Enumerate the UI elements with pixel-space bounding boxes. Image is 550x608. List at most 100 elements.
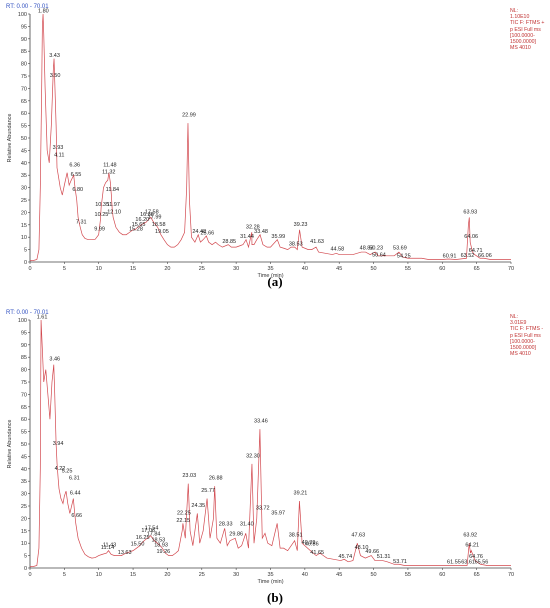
x-tick-label: 70 [508,572,514,578]
peak-label: 63.92 [463,533,477,539]
y-tick-label: 45 [21,148,27,154]
peak-label: 23.03 [182,473,196,479]
peak-label: 24.35 [191,503,205,509]
y-tick-label: 65 [21,405,27,411]
peak-label: 40.86 [305,541,319,547]
peak-label: 50.64 [372,253,386,259]
y-tick-label: 60 [21,417,27,423]
peak-label: 12.10 [107,209,121,215]
x-tick-label: 25 [199,572,205,578]
peak-label: 17.58 [145,209,159,215]
peak-label: 7.31 [76,219,87,225]
y-tick-label: 30 [21,492,27,498]
peak-label: 17.54 [145,525,159,531]
peak-label: 22.25 [177,510,191,516]
peak-label: 13.63 [118,550,132,556]
peak-label: 10.35 [95,202,109,208]
chromatogram-panel-a: RT: 0.00 - 70.01 NL: 1.10E10 TIC F: FTMS… [0,0,550,290]
y-tick-label: 5 [24,554,27,560]
peak-label: 6.44 [70,491,81,497]
peak-label: 11.97 [107,202,120,208]
y-tick-label: 10 [21,541,27,547]
x-tick-label: 60 [439,266,445,272]
rt-range-label: RT: 0.00 - 70.01 [6,4,49,10]
peak-label: 5.25 [62,468,73,474]
x-tick-label: 0 [28,266,31,272]
x-tick-label: 55 [405,266,411,272]
y-axis-label: Relative Abundance [7,420,13,469]
y-tick-label: 50 [21,442,27,448]
peak-label: 18.58 [152,222,166,228]
peak-label: 44.58 [330,247,344,253]
info-line: 1500.0000] [510,39,536,46]
peak-label: 3.94 [53,441,64,447]
x-tick-label: 10 [96,572,102,578]
info-line: TIC F: FTMS + [510,20,545,27]
y-tick-label: 100 [18,12,27,18]
peak-label: 51.31 [377,554,391,560]
peak-label: 32.28 [246,224,260,230]
y-tick-label: 5 [24,248,27,254]
y-tick-label: 75 [21,74,27,80]
peak-label: 33.48 [254,229,268,235]
info-line: [100.0000- [510,338,535,345]
peak-label: 16.20 [135,217,149,223]
peak-label: 4.22 [55,466,66,472]
peak-label: 18.53 [151,538,165,544]
peak-label: 19.26 [156,549,170,555]
info-line: 1.10E10 [510,14,530,21]
y-tick-label: 15 [21,529,27,535]
peak-label: 54.25 [397,254,411,260]
info-line: TIC F: FTMS - [510,326,544,333]
peak-label: 63.52 [461,253,475,259]
x-axis-label: Time (min) [257,579,283,585]
x-tick-label: 45 [336,266,342,272]
peak-label: 35.97 [271,510,285,516]
tic-trace [29,13,511,262]
peak-label: 33.72 [256,505,270,511]
peak-label: 11.32 [102,170,115,176]
y-tick-label: 55 [21,430,27,436]
x-tick-label: 30 [233,572,239,578]
peak-label: 16.25 [136,535,150,541]
peak-label: 1.80 [38,9,49,15]
peak-label: 65.56 [475,560,489,566]
x-tick-label: 10 [96,266,102,272]
peak-label: 15.28 [129,227,143,233]
peak-label: 64.71 [469,248,483,254]
scan-info: NL: 1.10E10 TIC F: FTMS + p ESI Full ms … [510,8,544,51]
y-tick-label: 80 [21,62,27,68]
peak-label: 60.91 [443,254,457,260]
y-tick-label: 65 [21,99,27,105]
peak-label: 48.10 [355,545,369,551]
peak-label: 41.65 [310,550,324,556]
peak-label: 39.23 [294,222,308,228]
rt-range-label: RT: 0.00 - 70.01 [6,310,49,316]
x-tick-label: 5 [63,266,66,272]
peak-label: 64.06 [464,234,478,240]
y-tick-label: 100 [18,318,27,324]
peak-label: 53.69 [393,245,407,251]
x-tick-label: 5 [63,572,66,578]
peak-label: 66.06 [478,253,492,259]
peak-label: 63.61 [461,560,475,566]
y-tick-label: 35 [21,173,27,179]
peak-label: 26.88 [209,476,223,482]
peak-label: 17.99 [148,214,162,220]
y-tick-label: 50 [21,136,27,142]
x-axis-label: Time (min) [257,273,283,279]
info-line: [100.0000- [510,32,535,39]
peak-label: 39.21 [294,491,308,497]
chromatogram-panel-b: RT: 0.00 - 70.01 NL: 3.01E9 TIC F: FTMS … [0,306,550,596]
y-tick-label: 10 [21,235,27,241]
y-tick-label: 75 [21,380,27,386]
y-tick-label: 30 [21,186,27,192]
x-tick-label: 45 [336,572,342,578]
chromatogram-plot-a: 0510152025303540455055606570758085909510… [7,9,514,280]
info-line: NL: [510,314,519,320]
peak-label: 10.25 [95,212,109,218]
x-tick-label: 50 [371,572,377,578]
y-axis-label: Relative Abundance [7,114,13,163]
peak-label: 22.15 [176,518,190,524]
x-tick-label: 15 [130,266,136,272]
